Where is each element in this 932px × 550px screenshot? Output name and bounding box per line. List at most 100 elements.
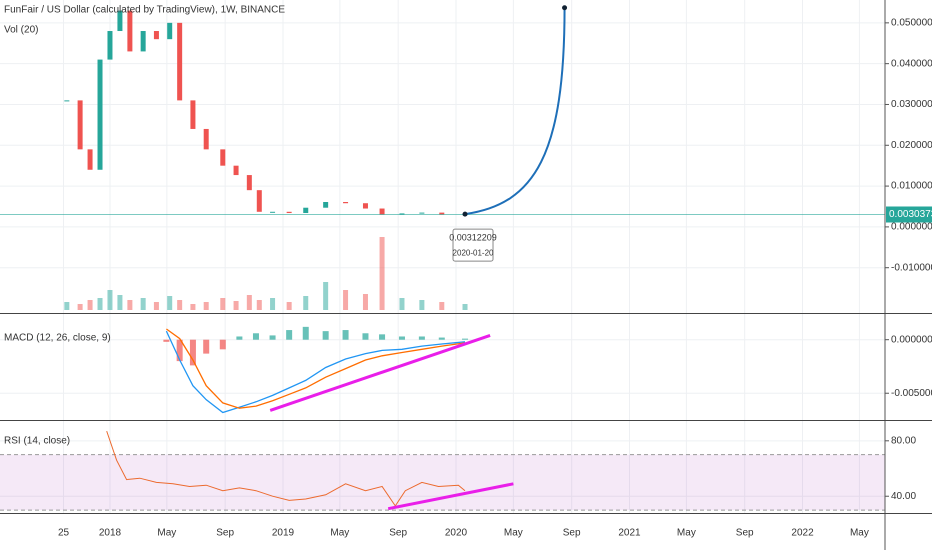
last-price-box: [886, 206, 932, 223]
histogram-bar: [163, 339, 170, 342]
y-tick-label: 40.00: [891, 491, 916, 502]
macd-title: MACD (12, 26, close, 9): [4, 333, 111, 344]
volume-bar: [379, 237, 385, 310]
volume-bar: [462, 304, 468, 310]
y-tick-label: 0.00000000: [891, 222, 932, 233]
candle-body: [362, 203, 368, 209]
candle-body: [97, 59, 103, 170]
histogram-bar: [362, 333, 369, 340]
forecast-point: [562, 5, 568, 11]
histogram-bar: [236, 336, 243, 340]
x-tick-label: May: [330, 528, 349, 539]
x-tick-label: May: [504, 528, 523, 539]
volume-bar: [127, 300, 133, 310]
labels: FunFair / US Dollar (calculated by Tradi…: [4, 5, 285, 447]
volume-title: Vol (20): [4, 25, 38, 36]
candle-body: [323, 202, 329, 208]
callout-date: 2020-01-20: [453, 248, 494, 257]
candle-body: [77, 100, 83, 150]
volume-bar: [107, 290, 113, 310]
x-tick-label: 2021: [618, 528, 641, 539]
callout-price: 0.00312209: [449, 233, 497, 243]
candle-body: [167, 22, 173, 40]
grid: [0, 0, 885, 513]
histogram-bar: [379, 334, 386, 340]
last-price-label: 0.00303739: [889, 209, 932, 220]
candle-body: [233, 165, 239, 176]
x-tick-label: Sep: [563, 528, 581, 539]
candle-body: [379, 208, 385, 215]
y-tick-label: 80.00: [891, 435, 916, 446]
x-tick-label: 25: [58, 528, 70, 539]
macd-pane: [163, 326, 491, 414]
signal-line: [166, 328, 466, 409]
volume-bar: [419, 300, 425, 310]
volume-bar: [167, 296, 173, 310]
candle-body: [256, 190, 262, 212]
histogram-bar: [302, 326, 309, 340]
volume-bar: [256, 300, 262, 310]
volume-bar: [399, 298, 405, 310]
candle-body: [177, 22, 183, 101]
histogram-bar: [176, 339, 183, 362]
histogram-bar: [252, 333, 259, 340]
candle-body: [153, 31, 159, 40]
trendline: [269, 333, 491, 412]
x-tick-label: 2019: [272, 528, 295, 539]
candle-body: [343, 202, 349, 204]
volume-bar: [246, 295, 252, 310]
histogram-bar: [462, 338, 469, 340]
candle-body: [190, 100, 196, 129]
candle-body: [286, 211, 292, 214]
callout-box: [452, 228, 494, 262]
x-tick-label: May: [850, 528, 869, 539]
forecast-point: [462, 211, 468, 217]
x-tick-label: Sep: [389, 528, 407, 539]
volume-bar: [97, 298, 103, 310]
rsi-pane: [0, 430, 885, 511]
candle-body: [203, 128, 209, 150]
candle-body: [303, 207, 309, 214]
volume-bar: [323, 282, 329, 310]
volume-bar: [117, 295, 123, 310]
volume-bar: [177, 300, 183, 310]
y-tick-label: -0.00500000: [891, 388, 932, 399]
histogram-bar: [418, 336, 425, 340]
histogram-bar: [322, 331, 329, 340]
symbol-title: FunFair / US Dollar (calculated by Tradi…: [4, 5, 285, 16]
candle-body: [270, 211, 276, 213]
candle-body: [439, 212, 445, 215]
volume-bar: [270, 298, 276, 310]
volume-bar: [64, 302, 70, 310]
histogram-bar: [269, 335, 276, 340]
candle-body: [419, 212, 425, 214]
trendline: [387, 482, 514, 511]
y-tick-label: 0.04000000: [891, 58, 932, 69]
histogram-bar: [342, 330, 349, 340]
volume-bar: [286, 302, 292, 310]
x-tick-label: 2020: [445, 528, 468, 539]
x-tick-label: 2022: [791, 528, 814, 539]
x-tick-label: May: [677, 528, 696, 539]
volume-bar: [203, 302, 209, 310]
candle-body: [64, 100, 70, 102]
candle-body: [220, 149, 226, 166]
histogram-bar: [219, 339, 226, 350]
volume-bar: [220, 298, 226, 310]
x-tick-label: Sep: [736, 528, 754, 539]
histogram-bar: [438, 337, 445, 340]
y-tick-label: 0.05000000: [891, 17, 932, 28]
y-tick-label: -0.01000000: [891, 262, 932, 273]
volume-bar: [190, 304, 196, 310]
y-tick-label: 0.00000000: [891, 334, 932, 345]
volume-bar: [87, 300, 93, 310]
candle-body: [107, 31, 113, 60]
candle-body: [117, 10, 123, 32]
rsi-title: RSI (14, close): [4, 436, 70, 447]
x-tick-label: 2018: [99, 528, 122, 539]
price-pane: 0.00312209 2020-01-20: [0, 5, 885, 310]
candle-body: [87, 149, 93, 170]
volume-bar: [77, 304, 83, 310]
